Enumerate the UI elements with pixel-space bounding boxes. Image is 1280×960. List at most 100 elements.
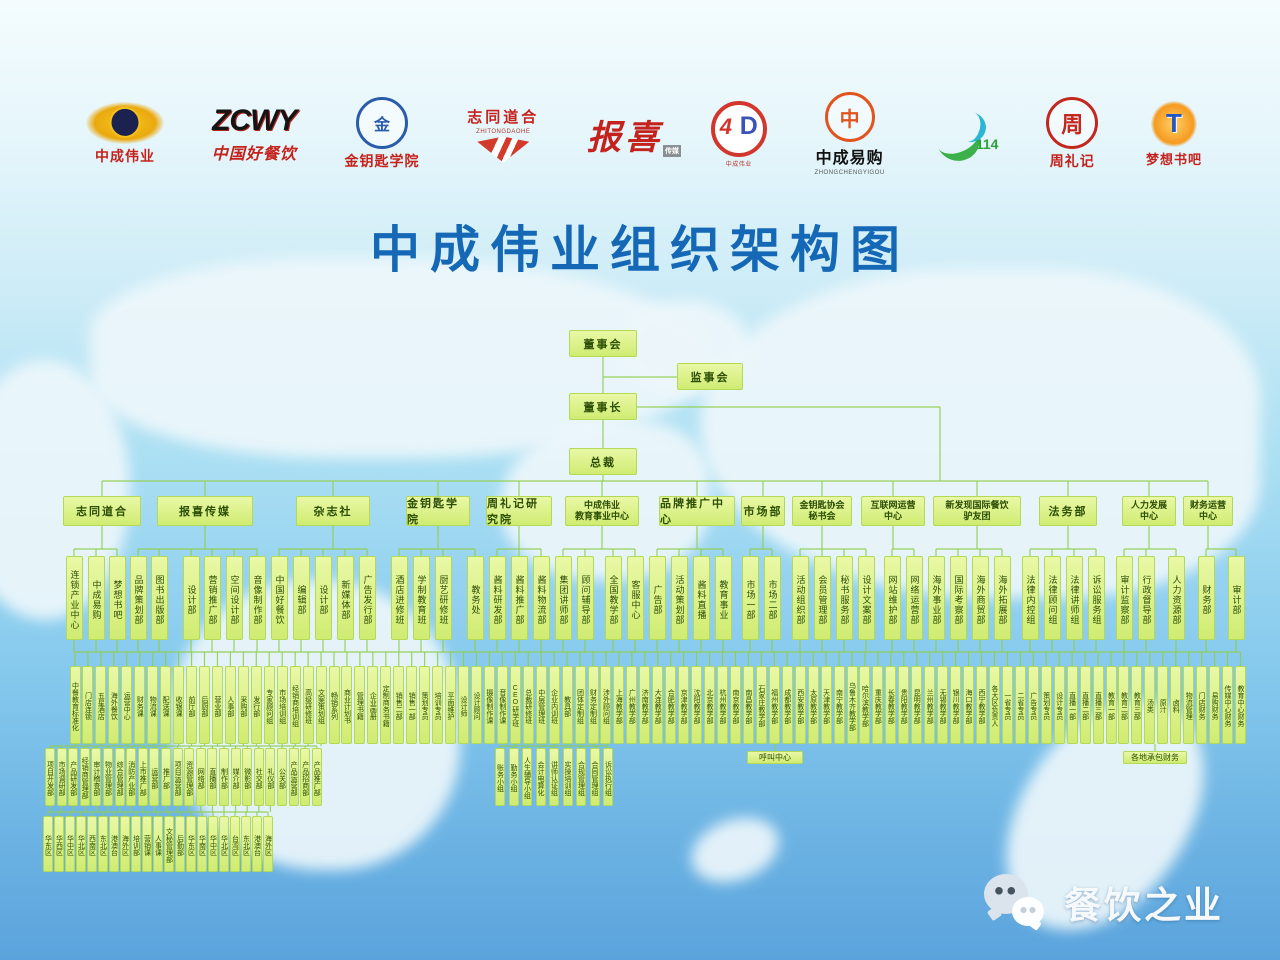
org-node: 秘书服务部 [835, 556, 853, 640]
org-node: 网络运营部 [905, 556, 923, 640]
logo-fourd: 4 D 中成伟业 [710, 100, 767, 168]
org-node: 诉讼服务组 [1087, 556, 1105, 640]
org-node: 直播一部 [1066, 666, 1078, 744]
org-node: CEO研学班 [509, 666, 521, 744]
org-node: 华北区 [219, 816, 229, 872]
org-node: 港澳台 [252, 816, 262, 872]
org-node: 杂志社 [296, 496, 370, 526]
org-node: 门店连锁 [82, 666, 94, 744]
org-node: 总裁研修班 [522, 666, 534, 744]
org-node: 直播二部 [1079, 666, 1091, 744]
org-node: 产品招商部 [300, 748, 311, 806]
org-node: 华北区 [76, 816, 86, 872]
org-node: 项目运营部 [172, 748, 183, 806]
org-node: 市场部 [741, 496, 785, 526]
org-node: 培训专员 [432, 666, 444, 744]
org-node: 酱料研发部 [488, 556, 506, 640]
org-node: 培训部 [131, 816, 141, 872]
org-node: 网站维护部 [883, 556, 901, 640]
org-node: 营销课 [142, 816, 152, 872]
org-node: 杭州教学部 [717, 666, 728, 744]
org-node: 一省专员 [1001, 666, 1013, 744]
org-node: 会计电算化 [535, 748, 546, 806]
org-node: 诉讼执行组 [603, 748, 613, 806]
org-node: 消防产业部 [126, 748, 137, 806]
org-node: 销售一部 [406, 666, 418, 744]
org-node: 周礼记研究院 [486, 496, 552, 526]
org-node: 中国好餐饮 [270, 556, 288, 640]
logo-dream: T 梦想书吧 [1146, 100, 1202, 168]
org-node: 后勤部 [175, 816, 185, 872]
org-node: 客服中心 [626, 556, 644, 640]
org-node: 市场培训组 [276, 666, 288, 744]
org-node: 兰州教学部 [924, 666, 936, 744]
logo-baoxi: 报喜 传媒 [587, 110, 682, 159]
org-node: 昆明教学部 [911, 666, 923, 744]
org-node: 图书出版部 [150, 556, 168, 640]
logo-zhou: 周周礼记 [1046, 97, 1099, 171]
org-node: 市场一部 [741, 556, 759, 640]
org-node: 董事长 [569, 393, 637, 420]
org-node: 讲师认证组 [549, 748, 559, 806]
org-node: 志同道合 [63, 496, 141, 526]
org-node: 总裁 [569, 448, 637, 475]
org-node: 后厨部 [199, 666, 210, 744]
org-node: 审计稽查部 [91, 748, 102, 806]
org-node: 教育一部 [1105, 666, 1117, 744]
org-node: 连锁产业中心 [65, 556, 83, 640]
map-shape [700, 268, 1260, 598]
org-node: 行政督导部 [1137, 556, 1155, 640]
org-node: 销售二部 [393, 666, 405, 744]
org-node: 海外事业部 [927, 556, 945, 640]
org-node: 涉外顾问组 [600, 666, 612, 744]
logo-swoosh: 114 [932, 110, 999, 158]
baoxi-wordmark: 报喜 传媒 [587, 117, 682, 158]
org-node: 广告部 [648, 556, 666, 640]
org-node: 酱料推广部 [510, 556, 528, 640]
org-node: 管理书籍 [354, 666, 366, 744]
org-node: 社交部 [253, 748, 264, 806]
org-node: 设计部 [314, 556, 332, 640]
org-node: 人生辅导小组 [522, 748, 532, 806]
org-node: 定制商务书籍 [380, 666, 392, 744]
org-node: 易购财务 [1209, 666, 1221, 744]
watermark: 餐饮之业 [984, 874, 1224, 930]
org-node: 呼叫中心 [747, 751, 803, 764]
org-node: 法律讲师组 [1065, 556, 1083, 640]
page-title: 中成伟业组织架构图 [370, 221, 910, 279]
org-node: 摄像制作课 [483, 666, 495, 744]
org-node: 前厅部 [186, 666, 198, 744]
org-node: 法务部 [1039, 496, 1097, 526]
org-node: 传媒中心财务 [1222, 666, 1234, 744]
org-node: 制作部 [219, 748, 229, 806]
org-node: 华西区 [54, 816, 64, 872]
org-node: 酱料物流部 [532, 556, 550, 640]
org-node: 集团讲师部 [554, 556, 572, 640]
org-node: 华南区 [197, 816, 207, 872]
org-node: 营业部 [211, 666, 223, 744]
org-node: 市场二部 [763, 556, 781, 640]
org-node: 汤类 [1144, 666, 1156, 744]
org-node: 福州教学部 [768, 666, 780, 744]
org-node: 收银课 [173, 666, 185, 744]
org-node: 账务小组 [495, 748, 505, 806]
org-node: 上海教学部 [613, 666, 625, 744]
org-node: 全国教学部 [604, 556, 622, 640]
org-node: 海外区 [263, 816, 273, 872]
logo-hand: 志同道合 ZHITONGDAOHE [467, 106, 539, 163]
logo-seal: 金金钥匙学院 [345, 97, 420, 171]
org-node: 团体定制组 [574, 666, 586, 744]
org-node: 配送课 [160, 666, 172, 744]
org-node: 财务运营 中心 [1183, 496, 1233, 526]
org-node: 金钥匙学院 [406, 496, 470, 526]
114-swoosh-icon: 114 [932, 110, 999, 158]
org-node: 财务部 [1197, 556, 1215, 640]
org-node: 太原教学部 [807, 666, 819, 744]
logo-crown: 中成伟业 [86, 102, 164, 166]
logo-zcwy: ZCWY 中国好餐饮 [211, 104, 298, 163]
org-node: 直播三部 [1092, 666, 1104, 744]
org-node: 直播部 [207, 748, 218, 806]
org-node: 审计部 [1227, 556, 1245, 640]
org-node: 成都教学部 [781, 666, 793, 744]
org-node: 台湾区 [230, 816, 240, 872]
